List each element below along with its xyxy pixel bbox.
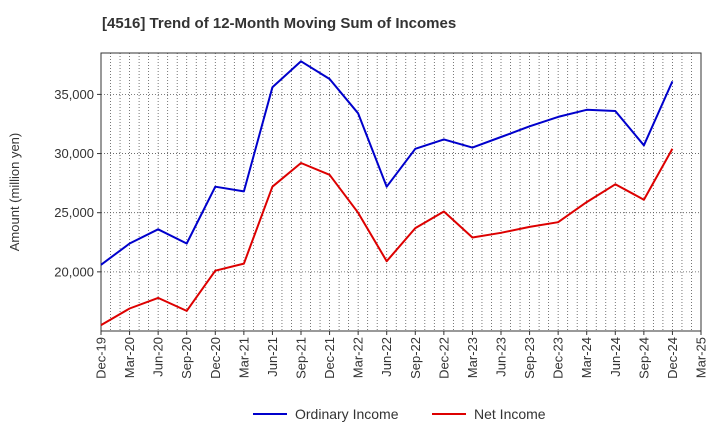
x-tick-label: Jun-22	[379, 337, 394, 377]
x-tick-label: Sep-21	[294, 337, 309, 379]
series-line-ordinary-income	[100, 60, 674, 266]
x-tick-label: Sep-22	[408, 337, 423, 379]
x-tick-label: Dec-20	[208, 337, 223, 379]
legend: Ordinary Income Net Income	[253, 406, 546, 422]
y-tick-label: 20,000	[54, 264, 94, 279]
x-tick-label: Sep-20	[179, 337, 194, 379]
plot-area-frame	[100, 52, 702, 332]
x-tick-label: Sep-24	[636, 337, 651, 379]
y-axis-label: Amount (million yen)	[7, 133, 22, 252]
x-tick-label: Dec-24	[665, 337, 680, 379]
y-tick-label: 35,000	[54, 87, 94, 102]
x-tick-label: Mar-25	[694, 337, 709, 378]
x-tick-label: Dec-23	[551, 337, 566, 379]
y-axis-ticks: 20,000 25,000 30,000 35,000	[54, 87, 101, 279]
x-tick-label: Mar-21	[236, 337, 251, 378]
x-tick-label: Jun-24	[608, 337, 623, 377]
x-tick-label: Jun-21	[265, 337, 280, 377]
x-tick-label: Dec-19	[94, 337, 109, 379]
x-tick-label: Dec-21	[322, 337, 337, 379]
y-tick-label: 25,000	[54, 205, 94, 220]
legend-label-ordinary-income: Ordinary Income	[295, 406, 399, 422]
x-tick-label: Mar-22	[351, 337, 366, 378]
x-tick-label: Mar-20	[122, 337, 137, 378]
x-tick-label: Mar-24	[579, 337, 594, 378]
y-tick-label: 30,000	[54, 146, 94, 161]
grid-lines	[100, 53, 702, 331]
x-axis-ticks: Dec-19 Mar-20 Jun-20 Sep-20 Dec-20 Mar-21 Jun-…	[94, 331, 709, 379]
legend-label-net-income: Net Income	[474, 406, 546, 422]
x-tick-label: Mar-23	[465, 337, 480, 378]
x-tick-label: Sep-23	[522, 337, 537, 379]
x-tick-label: Dec-22	[436, 337, 451, 379]
series-line-net-income	[100, 148, 674, 326]
x-tick-label: Jun-20	[151, 337, 166, 377]
chart-title: [4516] Trend of 12-Month Moving Sum of I…	[102, 15, 457, 32]
series-lines	[100, 60, 674, 326]
x-tick-label: Jun-23	[494, 337, 509, 377]
